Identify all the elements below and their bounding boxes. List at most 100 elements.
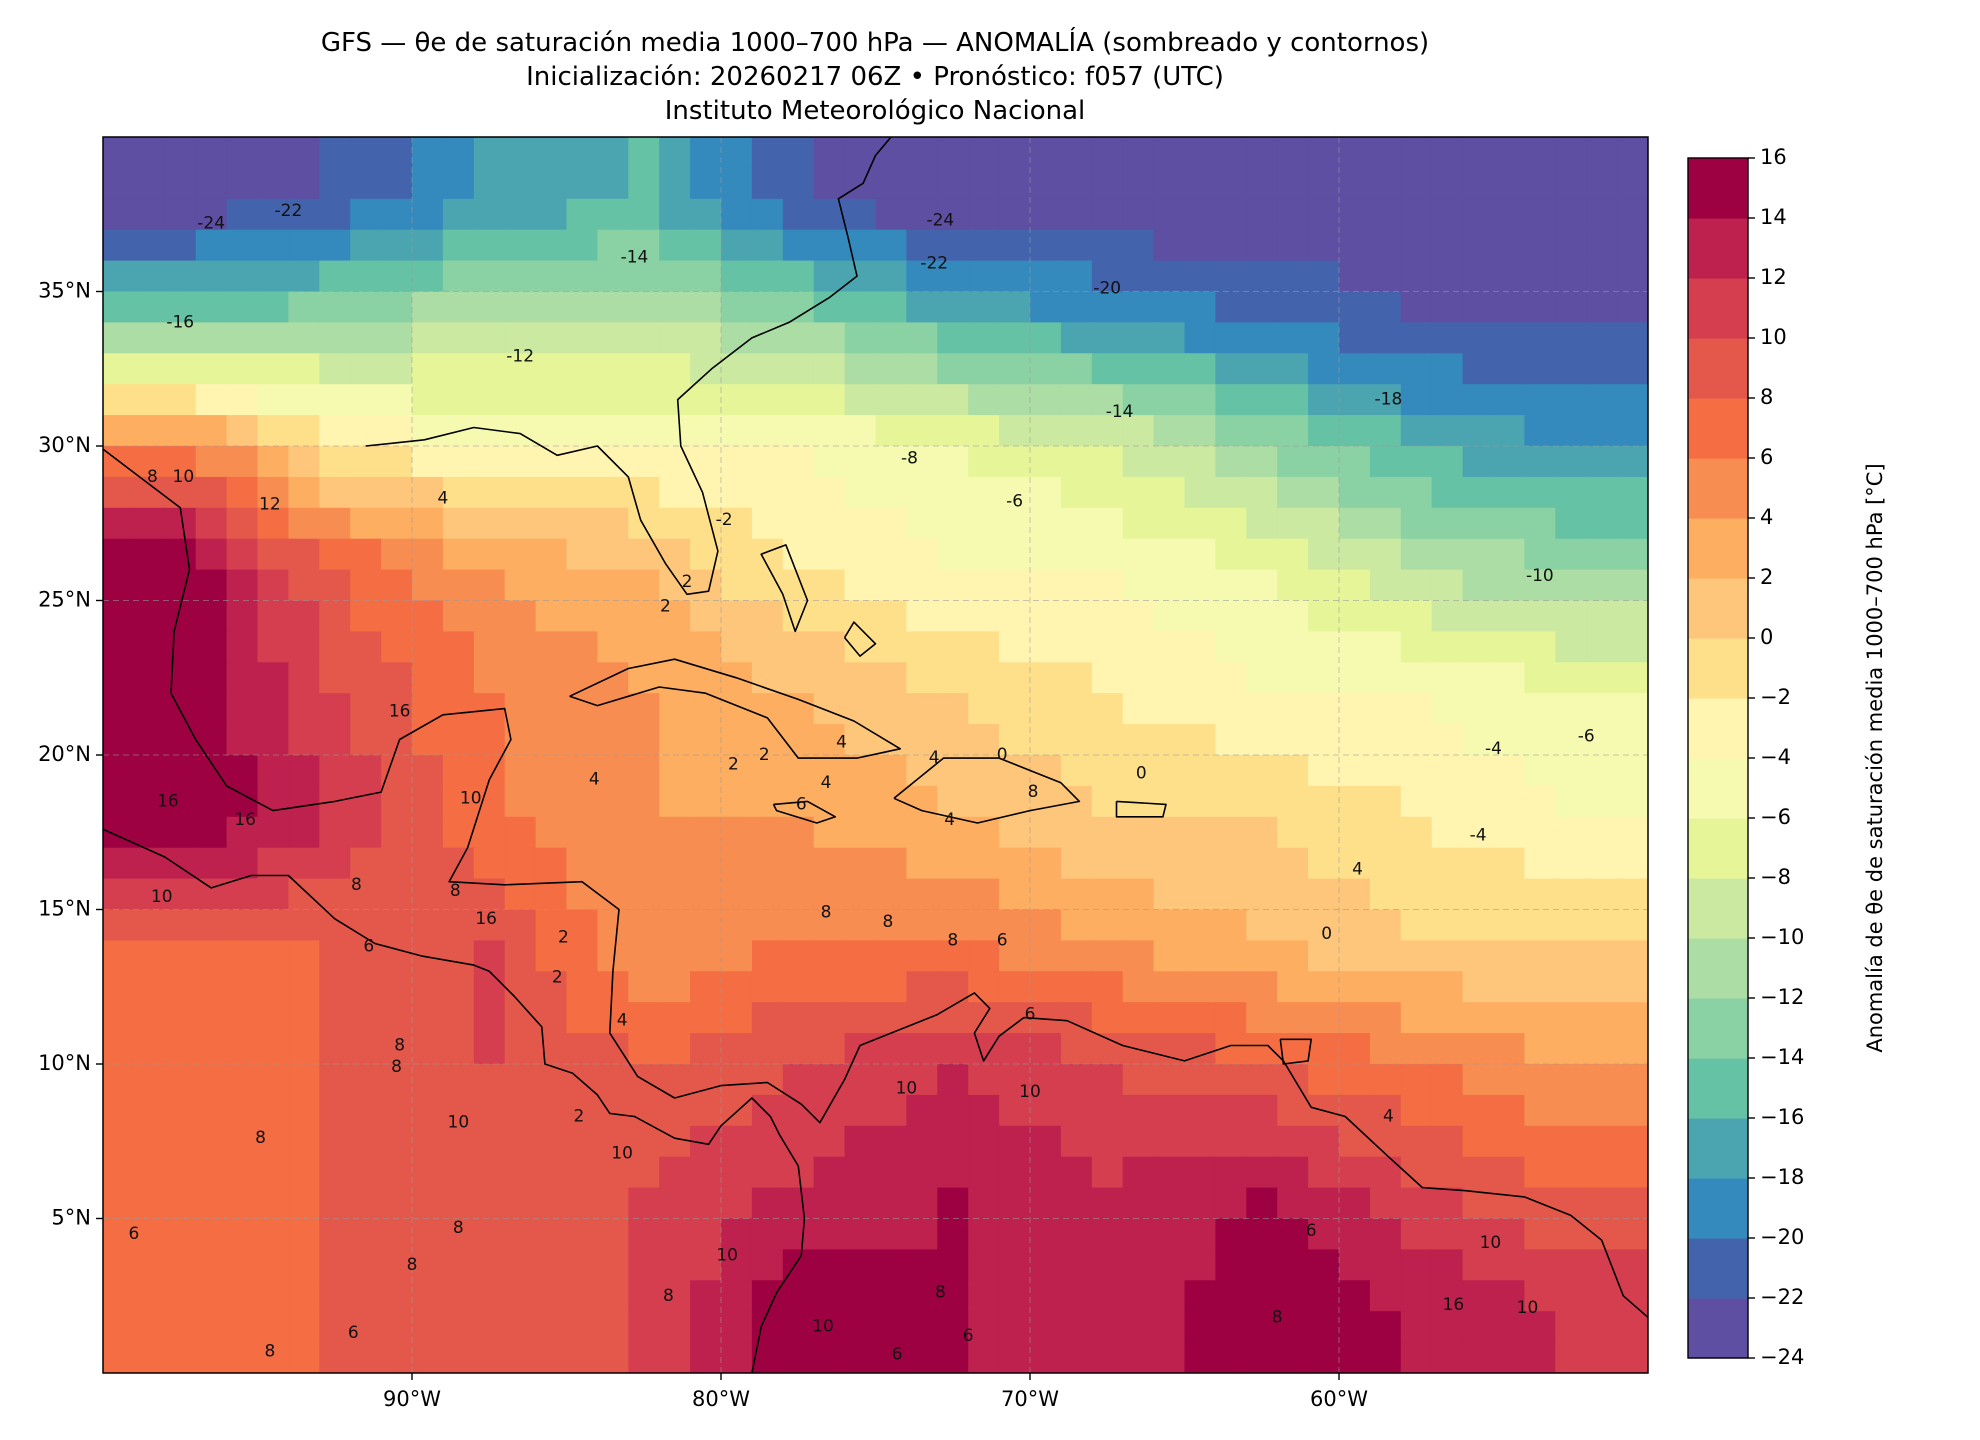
field-cell (1555, 229, 1587, 262)
field-cell (257, 971, 290, 1003)
field-cell (473, 631, 506, 664)
contour-label: -14 (621, 248, 649, 268)
field-cell (1030, 229, 1062, 262)
colorbar-tick-label: 12 (1760, 265, 1787, 289)
field-cell (164, 1311, 197, 1343)
field-cell (1246, 816, 1278, 849)
field-cell (1617, 1033, 1648, 1065)
field-cell (1246, 538, 1278, 571)
field-cell (226, 940, 259, 973)
field-cell (844, 1033, 877, 1065)
field-cell (442, 291, 475, 324)
field-cell (473, 1280, 506, 1312)
field-cell (1030, 538, 1062, 571)
field-cell (1122, 1311, 1155, 1343)
field-cell (535, 507, 568, 540)
field-cell (442, 1342, 475, 1373)
field-cell (690, 1033, 722, 1065)
field-cell (1030, 415, 1062, 447)
field-cell (782, 569, 815, 602)
field-cell (1153, 415, 1186, 447)
field-cell (535, 1002, 568, 1034)
field-cell (751, 724, 784, 756)
field-cell (1339, 322, 1371, 355)
field-cell (1215, 909, 1248, 942)
contour-label: 10 (812, 1317, 834, 1337)
field-cell (751, 909, 784, 942)
field-cell (1277, 755, 1309, 787)
field-cell (1400, 755, 1433, 787)
field-cell (442, 1156, 475, 1189)
contour-label: 8 (255, 1128, 266, 1148)
field-cell (1246, 353, 1278, 385)
field-cell (1524, 1125, 1557, 1158)
field-cell (442, 662, 475, 694)
field-cell (1339, 198, 1371, 231)
field-cell (906, 724, 939, 756)
field-cell (103, 1218, 135, 1251)
field-cell (566, 415, 599, 447)
field-cell (690, 755, 722, 787)
field-cell (721, 724, 753, 756)
field-cell (1617, 1002, 1648, 1034)
coastline (772, 800, 837, 824)
field-cell (350, 600, 382, 633)
field-cell (844, 322, 877, 355)
field-cell (1122, 631, 1155, 664)
field-cell (1122, 1002, 1155, 1034)
field-cell (1400, 415, 1433, 447)
field-cell (844, 971, 877, 1003)
field-cell (1617, 1311, 1648, 1343)
field-cell (628, 1033, 660, 1065)
field-cell (1586, 507, 1618, 540)
field-cell (906, 816, 939, 849)
field-cell (1091, 384, 1124, 416)
field-cell (1030, 198, 1062, 231)
colorbar-tick-label: −14 (1760, 1045, 1804, 1069)
field-cell (381, 1064, 413, 1096)
contour-labels: -24-22-16-12-14-24-22-20-18-14-8-6-2-10-… (128, 201, 1594, 1364)
field-cell (628, 1249, 660, 1282)
field-cell (659, 1218, 691, 1251)
field-cell (1617, 446, 1648, 478)
field-cell (1339, 755, 1371, 787)
field-cell (1184, 415, 1217, 447)
field-cell (442, 693, 475, 725)
field-cell (1431, 1280, 1464, 1312)
field-cell (659, 847, 691, 880)
field-cell (226, 1311, 259, 1343)
field-cell (473, 322, 506, 355)
field-cell (1153, 1249, 1186, 1282)
field-cell (1277, 1280, 1309, 1312)
field-cell (442, 167, 475, 200)
field-cell (751, 816, 784, 849)
field-cell (1431, 353, 1464, 385)
field-cell (597, 229, 630, 262)
field-cell (937, 1094, 969, 1127)
field-cell (1184, 507, 1217, 540)
field-cell (968, 415, 1000, 447)
field-cell (103, 569, 135, 602)
field-cell (288, 322, 321, 355)
field-cell (690, 600, 722, 633)
field-cell (226, 507, 259, 540)
field-cell (133, 507, 166, 540)
field-cell (1431, 322, 1464, 355)
field-cell (1462, 229, 1495, 262)
field-cell (1215, 415, 1248, 447)
field-cell (1060, 878, 1093, 911)
field-cell (319, 600, 351, 633)
field-cell (288, 1064, 321, 1096)
contour-label: 4 (821, 773, 832, 793)
field-cell (103, 384, 135, 416)
field-cell (1400, 1311, 1433, 1343)
field-cell (1030, 260, 1062, 293)
field-cell (257, 909, 290, 942)
field-cell (1524, 384, 1557, 416)
field-cell (257, 1094, 290, 1127)
map-panel: -24-22-16-12-14-24-22-20-18-14-8-6-2-10-… (38, 136, 1649, 1411)
field-cell (628, 1187, 660, 1220)
field-cell (1184, 693, 1217, 725)
field-cell (133, 755, 166, 787)
field-cell (288, 816, 321, 849)
